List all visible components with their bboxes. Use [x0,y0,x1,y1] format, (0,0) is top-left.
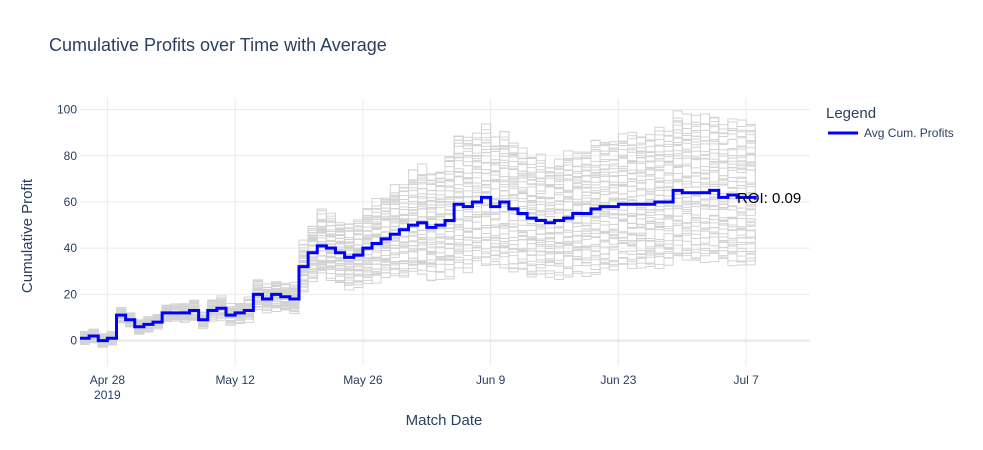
x-tick-label: Jul 7 [733,373,759,387]
average-line-group [80,188,757,343]
average-line [80,188,757,343]
simulation-line [80,110,756,344]
y-tick-label: 0 [70,334,77,348]
x-tick-label: May 26 [343,373,383,387]
legend-label-average[interactable]: Avg Cum. Profits [864,126,954,140]
x-axis-title: Match Date [406,412,483,429]
x-tick-label: May 12 [215,373,255,387]
y-tick-labels: 0 20 40 60 80 100 [57,103,77,348]
roi-annotation: ROI: 0.09 [737,190,801,207]
x-tick-label: Jun 23 [600,373,636,387]
y-tick-label: 100 [57,103,77,117]
y-tick-label: 80 [64,149,78,163]
y-tick-label: 20 [64,287,78,301]
x-tick-label: Jun 9 [476,373,506,387]
y-tick-label: 60 [64,195,78,209]
y-axis-title: Cumulative Profit [19,178,36,293]
chart-title: Cumulative Profits over Time with Averag… [49,35,387,55]
x-tick-sublabel: 2019 [94,388,121,402]
y-tick-label: 40 [64,241,78,255]
legend-title: Legend [826,105,876,122]
x-tick-label: Apr 28 [90,373,126,387]
legend[interactable]: Legend Avg Cum. Profits [826,105,954,140]
